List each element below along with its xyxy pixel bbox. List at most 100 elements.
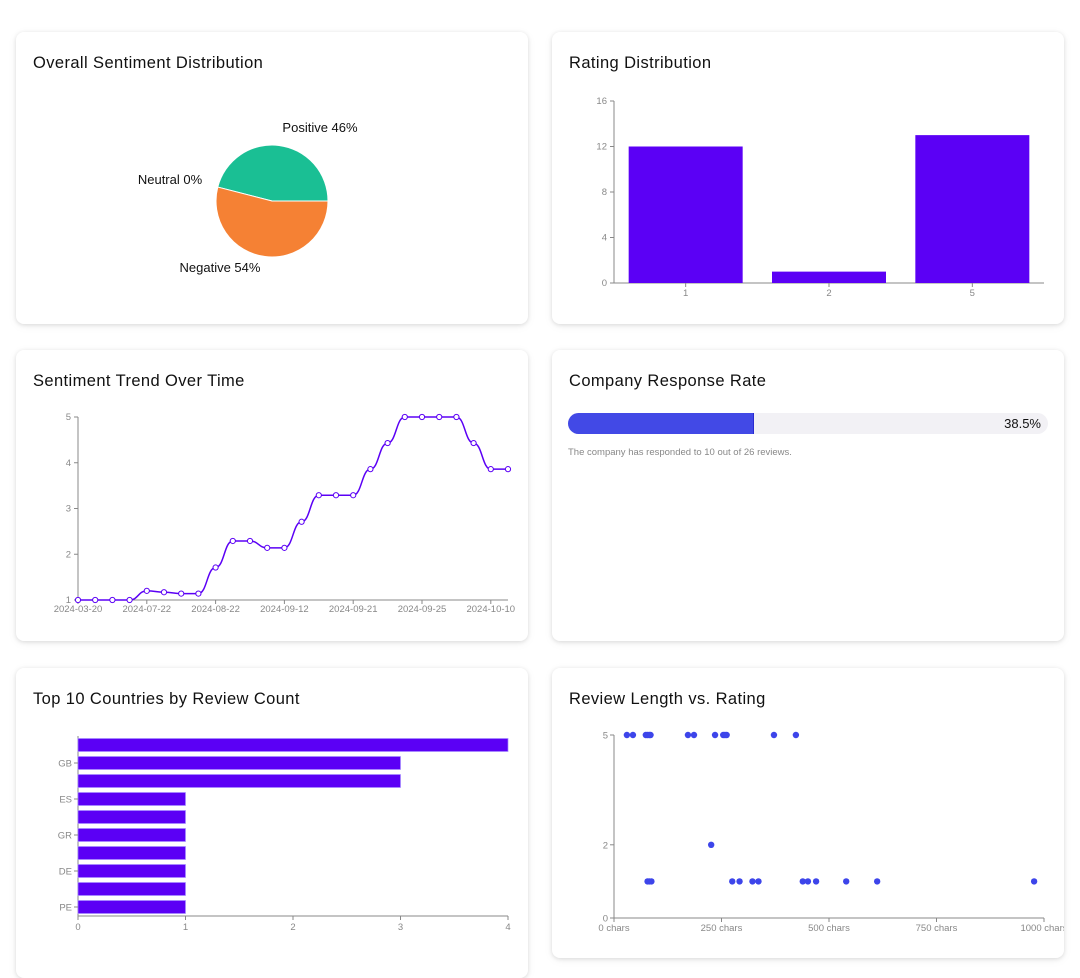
trend-point <box>160 589 168 596</box>
y-tick-label: GR <box>58 831 72 842</box>
trend-point <box>195 590 202 597</box>
y-tick-label: PE <box>59 903 72 914</box>
trend-point <box>298 518 305 525</box>
trend-point <box>212 564 219 571</box>
x-tick-label: 250 chars <box>701 923 743 934</box>
scatter-point <box>799 878 806 885</box>
trend-point <box>401 413 408 421</box>
x-tick-label: 0 <box>75 922 80 933</box>
trend-point <box>264 544 271 551</box>
countries-bar-chart: 0 1 2 3 4 GB ES GR DE PE <box>58 736 511 933</box>
scatter-point <box>749 878 756 885</box>
country-bar <box>77 774 401 788</box>
x-tick-label: 1000 chars <box>1020 923 1064 934</box>
rating-bar <box>772 271 886 283</box>
x-tick-label: 500 chars <box>808 923 850 934</box>
trend-point <box>178 590 185 597</box>
card-title: Overall Sentiment Distribution <box>33 54 264 72</box>
country-bar <box>77 810 186 824</box>
response-progress-fill <box>568 413 754 434</box>
trend-point <box>384 439 391 447</box>
scatter-point <box>629 731 637 739</box>
card-title: Review Length vs. Rating <box>569 690 766 708</box>
x-tick-label: 2 <box>826 288 831 299</box>
x-tick-label: 3 <box>398 922 403 933</box>
trend-point <box>109 596 116 604</box>
y-tick-label: 4 <box>66 458 71 469</box>
x-tick-label: 0 chars <box>598 923 629 934</box>
y-tick-label: 3 <box>66 504 71 515</box>
y-tick-label: 12 <box>596 142 607 153</box>
country-bar <box>77 882 186 896</box>
y-tick-label: 16 <box>596 96 607 107</box>
y-tick-label: 8 <box>602 187 607 198</box>
scatter-point <box>707 841 715 848</box>
x-tick-label: 2024-08-22 <box>191 604 240 615</box>
pie-slice-negative <box>215 186 329 258</box>
response-progress-bar: 38.5% <box>568 413 1048 434</box>
trend-point <box>229 537 236 545</box>
pie-label: Negative 54% <box>180 260 261 275</box>
country-bar <box>77 828 186 842</box>
trend-point <box>332 492 340 499</box>
trend-line <box>77 416 508 601</box>
y-tick-label: 2 <box>603 840 608 851</box>
card-title: Company Response Rate <box>569 372 767 390</box>
scatter-point <box>723 731 730 739</box>
trend-point <box>246 537 254 545</box>
y-tick-label: 0 <box>603 914 608 925</box>
plot-area: Positive 46% Neutral 0% Negative 54% <box>138 120 358 275</box>
scatter-point <box>770 731 778 739</box>
x-tick-label: 2024-09-25 <box>398 604 447 615</box>
y-tick-label: DE <box>59 867 72 878</box>
y-tick-label: 4 <box>602 233 607 244</box>
response-card: Company Response Rate 38.5% The company … <box>552 350 1064 641</box>
sentiment-pie-chart: Positive 46% Neutral 0% Negative 54% <box>138 120 358 275</box>
scatter-point <box>623 731 631 739</box>
trend-line-chart: 1 2 3 4 5 2024-03-20 2024-07-22 2024-08-22 2024-… <box>54 412 515 615</box>
y-tick-label: 5 <box>603 731 608 742</box>
x-tick-label: 750 chars <box>916 923 958 934</box>
scatter-point <box>792 731 800 739</box>
y-tick-label: 1 <box>66 595 71 606</box>
trend-point <box>74 596 82 604</box>
scatter-point <box>729 878 736 885</box>
country-bar <box>77 792 186 806</box>
rating-bar <box>628 146 743 283</box>
country-bar <box>77 756 401 770</box>
scatter-point <box>690 731 698 739</box>
trend-point <box>418 413 426 421</box>
plot-area: 1 2 3 4 5 2024-03-20 2024-07-22 2024-08-22 2024-… <box>54 412 515 615</box>
country-bar <box>77 900 186 914</box>
trend-point <box>436 413 443 421</box>
trend-point <box>470 439 477 447</box>
x-tick-label: 2024-07-22 <box>122 604 171 615</box>
x-tick-label: 1 <box>683 288 688 299</box>
pie-label: Neutral 0% <box>138 172 203 187</box>
y-tick-label: 5 <box>66 412 71 423</box>
response-percent: 38.5% <box>1004 416 1041 431</box>
pie-label: Positive 46% <box>282 120 358 135</box>
scatter-point <box>684 731 692 739</box>
card-title: Top 10 Countries by Review Count <box>33 690 300 708</box>
sentiment-card: Overall Sentiment Distribution Positive … <box>16 32 528 324</box>
trend-point <box>453 413 460 421</box>
country-bar <box>77 846 186 860</box>
scatter-point <box>647 731 654 739</box>
trend-point <box>126 596 133 604</box>
trend-point <box>281 544 288 551</box>
scatter-point <box>843 878 850 885</box>
trend-point <box>143 587 150 594</box>
trend-point <box>92 596 99 604</box>
scatter-point <box>648 878 655 885</box>
x-tick-label: 2024-09-12 <box>260 604 309 615</box>
scatter-point <box>804 878 812 885</box>
trend-point <box>367 466 374 473</box>
rating-bar <box>915 135 1030 283</box>
x-tick-label: 2024-03-20 <box>54 604 103 615</box>
trend-point <box>504 466 512 473</box>
